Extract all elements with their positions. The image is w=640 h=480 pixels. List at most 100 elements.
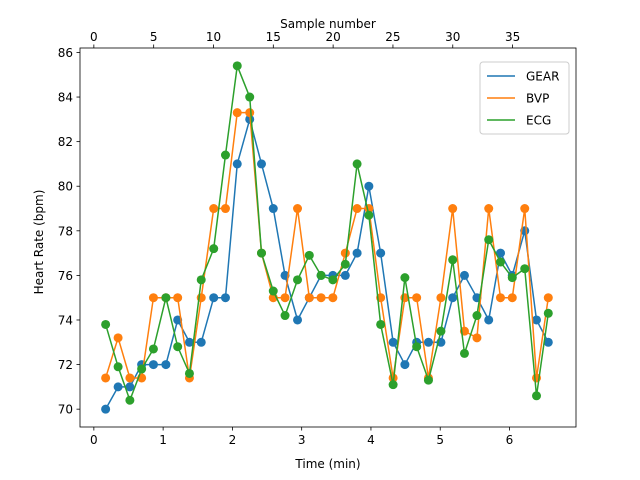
data-point-gear <box>352 248 362 258</box>
data-point-ecg <box>352 159 362 169</box>
data-point-bvp <box>148 293 158 303</box>
data-point-ecg <box>161 293 171 303</box>
data-point-bvp <box>520 204 530 214</box>
top-tick-label: 25 <box>385 30 400 44</box>
data-point-bvp <box>436 293 446 303</box>
data-point-ecg <box>388 380 398 390</box>
top-tick-label: 30 <box>445 30 460 44</box>
legend-label-ecg: ECG <box>526 114 551 128</box>
data-point-gear <box>257 159 266 169</box>
axes-frame <box>79 47 577 428</box>
data-point-ecg <box>448 255 458 265</box>
data-point-ecg <box>220 150 230 160</box>
legend-box <box>479 61 570 135</box>
data-point-bvp <box>173 293 183 303</box>
data-point-gear <box>293 315 303 325</box>
data-point-ecg <box>484 235 494 245</box>
data-point-bvp <box>543 293 553 303</box>
top-tick-label: 35 <box>505 30 520 44</box>
x-tick-label: 2 <box>229 433 237 447</box>
data-point-bvp <box>232 108 242 118</box>
data-point-bvp <box>328 293 338 303</box>
data-point-gear <box>220 293 230 303</box>
data-point-ecg <box>173 342 183 352</box>
series-line-ecg <box>104 65 550 401</box>
y-tick-label: 78 <box>58 224 73 238</box>
data-point-bvp <box>304 293 314 303</box>
data-point-ecg <box>495 257 505 267</box>
data-point-ecg <box>472 311 482 321</box>
data-point-gear <box>388 337 398 347</box>
data-point-ecg <box>364 210 374 220</box>
top-tick-label: 5 <box>150 30 158 44</box>
y-tick-label: 72 <box>58 358 73 372</box>
data-point-bvp <box>472 333 482 343</box>
top-tick-label: 0 <box>90 30 98 44</box>
y-tick-label: 82 <box>58 135 73 149</box>
data-point-gear <box>340 270 350 280</box>
data-point-bvp <box>448 204 458 214</box>
data-point-bvp <box>352 204 362 214</box>
data-point-gear <box>148 360 158 370</box>
y-axis-title: Heart Rate (bpm) <box>32 190 46 295</box>
data-point-ecg <box>148 344 158 354</box>
top-tick-label: 20 <box>325 30 340 44</box>
data-point-bvp <box>280 293 290 303</box>
data-point-gear <box>423 337 433 347</box>
data-point-ecg <box>459 348 469 358</box>
data-point-ecg <box>532 391 542 401</box>
data-point-ecg <box>543 308 553 318</box>
data-point-ecg <box>412 342 422 352</box>
data-point-ecg <box>507 273 517 283</box>
data-point-bvp <box>293 204 303 214</box>
data-point-gear <box>484 315 494 325</box>
data-point-bvp <box>209 204 219 214</box>
data-point-ecg <box>280 311 290 321</box>
data-point-gear <box>448 293 458 303</box>
top-axis-title: Sample number <box>280 17 376 31</box>
y-tick-label: 74 <box>58 313 73 327</box>
data-point-ecg <box>209 244 219 254</box>
data-point-bvp <box>113 333 123 343</box>
data-point-bvp <box>125 373 135 383</box>
data-point-ecg <box>436 326 446 336</box>
x-tick-label: 3 <box>298 433 306 447</box>
data-point-gear <box>400 360 410 370</box>
data-point-ecg <box>245 92 255 102</box>
axes-layer: 0 1 2 3 4 5 6 70 72 74 76 78 80 82 84 86 0 5 10 15 20 25 30 35 <box>58 30 577 447</box>
data-point-ecg <box>257 248 266 258</box>
y-tick-label: 86 <box>58 46 73 60</box>
data-point-ecg <box>137 364 147 374</box>
data-point-gear <box>209 293 219 303</box>
data-point-ecg <box>184 368 194 378</box>
data-point-gear <box>268 204 278 214</box>
data-point-gear <box>543 337 553 347</box>
data-point-gear <box>364 181 374 191</box>
y-tick-label: 80 <box>58 180 73 194</box>
data-point-ecg <box>101 319 111 329</box>
data-point-gear <box>532 315 542 325</box>
data-point-ecg <box>423 375 433 385</box>
data-point-gear <box>125 382 135 392</box>
data-point-ecg <box>400 273 410 283</box>
y-tick-label: 84 <box>58 91 73 105</box>
top-tick-label: 10 <box>206 30 221 44</box>
data-point-bvp <box>340 248 350 258</box>
top-tick-label: 15 <box>266 30 281 44</box>
data-point-gear <box>161 360 171 370</box>
legend: GEAR BVP ECG <box>479 61 570 135</box>
data-point-gear <box>101 404 111 414</box>
data-point-gear <box>196 337 206 347</box>
data-point-ecg <box>316 270 326 280</box>
x-tick-label: 5 <box>436 433 444 447</box>
data-point-ecg <box>196 275 206 285</box>
data-point-ecg <box>520 264 530 274</box>
x-tick-label: 0 <box>90 433 98 447</box>
data-point-bvp <box>495 293 505 303</box>
data-point-ecg <box>328 275 338 285</box>
data-point-bvp <box>220 204 230 214</box>
data-point-bvp <box>101 373 111 383</box>
data-point-ecg <box>268 286 278 296</box>
legend-label-bvp: BVP <box>526 92 549 106</box>
